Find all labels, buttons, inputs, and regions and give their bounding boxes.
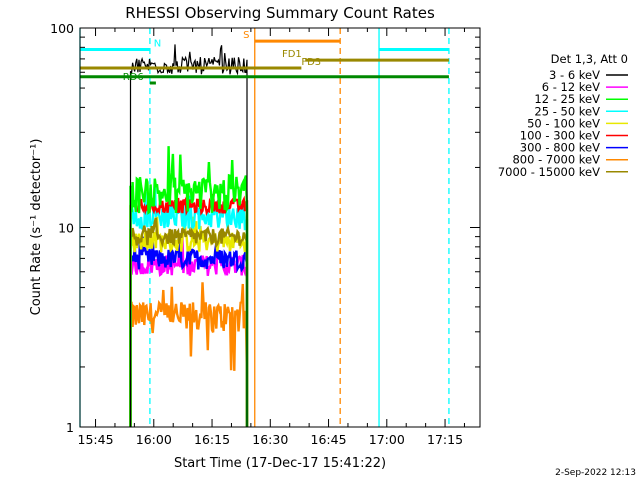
x-tick-label-1: 16:00 <box>136 432 172 447</box>
flag-label-1: S <box>243 30 249 41</box>
y-tick-label-0: 1 <box>66 420 74 435</box>
legend-label-0: 3 - 6 keV <box>549 68 600 82</box>
legend-label-2: 12 - 25 keV <box>534 92 600 106</box>
legend-title: Det 1,3, Att 0 <box>551 52 628 66</box>
series-line-7 <box>129 282 249 427</box>
flag-label-0: N <box>154 39 161 50</box>
legend-label-8: 7000 - 15000 keV <box>498 165 600 179</box>
x-axis-label: Start Time (17-Dec-17 15:41:22) <box>174 456 386 471</box>
y-axis-label: Count Rate (s⁻¹ detector⁻¹) <box>29 139 44 316</box>
axes: 15:45 16:00 16:15 16:30 16:45 17:00 17:15 1 10 10… <box>50 21 480 447</box>
legend-label-7: 800 - 7000 keV <box>512 153 600 167</box>
x-tick-label-2: 16:15 <box>194 432 230 447</box>
series-line-4 <box>129 216 249 427</box>
x-tick-label-0: 15:45 <box>78 432 114 447</box>
flag-label-2: FD1 <box>282 49 302 60</box>
x-tick-label-6: 17:15 <box>427 432 463 447</box>
print-date: 2-Sep-2022 12:13 <box>555 468 636 478</box>
flag-label-3: FD3 <box>301 57 321 68</box>
y-tick-label-1: 10 <box>58 221 74 236</box>
legend-label-5: 100 - 300 keV <box>520 129 600 143</box>
legend-label-1: 6 - 12 keV <box>542 80 600 94</box>
x-tick-label-3: 16:30 <box>252 432 288 447</box>
legend-label-6: 300 - 800 keV <box>520 141 600 155</box>
x-tick-label-5: 17:00 <box>369 432 405 447</box>
series-line-6 <box>129 236 249 427</box>
series-line-0 <box>129 44 248 427</box>
legend-label-4: 50 - 100 keV <box>527 116 600 130</box>
series-line-2 <box>129 146 249 427</box>
y-tick-label-2: 100 <box>50 21 74 36</box>
chart-marks: NSFD1FD3RD6 <box>79 28 450 427</box>
legend-label-3: 25 - 50 keV <box>534 104 600 118</box>
chart-title: RHESSI Observing Summary Count Rates <box>125 4 435 22</box>
x-tick-label-4: 16:45 <box>311 432 347 447</box>
series-line-8 <box>129 217 249 427</box>
